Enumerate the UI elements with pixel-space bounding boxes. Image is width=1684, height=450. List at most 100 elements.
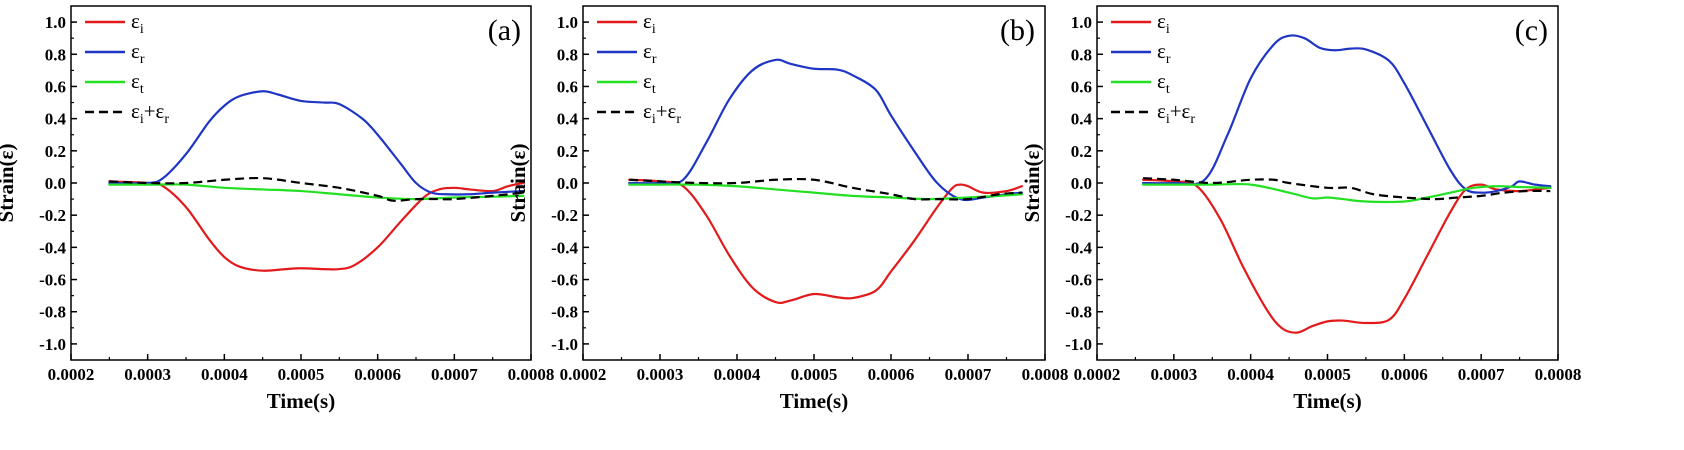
y-tick-label: 0.6 <box>557 77 578 96</box>
legend-label-base: ε <box>1157 99 1166 123</box>
legend-label: εi+εr <box>643 99 681 127</box>
legend-label-base: ε <box>131 69 140 93</box>
legend-label-base: ε <box>1157 69 1166 93</box>
y-tick-label: 0.6 <box>45 77 66 96</box>
y-tick-label: 0.8 <box>557 45 578 64</box>
x-axis-label: Time(s) <box>1293 389 1361 413</box>
panel-1: 0.0002 0.0003 0.0004 0.0005 0.0006 0.0007 0.00… <box>506 5 1069 413</box>
series-line-i <box>628 178 1023 305</box>
legend-label: εt <box>131 69 144 97</box>
x-tick-label: 0.0006 <box>354 365 401 384</box>
y-tick-label: -0.8 <box>1065 303 1092 322</box>
legend-label-base: ε <box>643 69 652 93</box>
legend-label-base-2: +ε <box>1170 99 1191 123</box>
x-axis-label: Time(s) <box>780 389 848 413</box>
y-tick-label: -0.4 <box>1065 238 1092 257</box>
legend-label: εi <box>1157 9 1170 37</box>
y-tick-label: -1.0 <box>1065 335 1092 354</box>
y-tick-label: 0.0 <box>557 174 578 193</box>
y-tick-label: -0.6 <box>1065 271 1092 290</box>
y-tick-label: 0.4 <box>557 110 579 129</box>
series-line-r <box>108 90 525 196</box>
legend-label-sub: r <box>140 52 145 67</box>
y-tick-label: -0.8 <box>551 303 578 322</box>
legend-label-sub-2: r <box>676 112 681 127</box>
y-tick-label: 0.0 <box>45 174 66 193</box>
series-group <box>1142 34 1552 334</box>
legend-label-base: ε <box>131 9 140 33</box>
panel-label: (c) <box>1515 14 1548 47</box>
legend-label-sub: i <box>1166 22 1170 37</box>
series-line-t <box>1142 182 1552 204</box>
y-tick-label: 0.2 <box>557 142 578 161</box>
y-tick-label: 0.4 <box>45 110 67 129</box>
y-tick-label: -0.8 <box>39 303 66 322</box>
legend-label-base: ε <box>643 99 652 123</box>
x-tick-label: 0.0006 <box>868 365 915 384</box>
y-tick-label: 0.8 <box>1071 45 1092 64</box>
panel-2: 0.0002 0.0003 0.0004 0.0005 0.0006 0.0007 0.00… <box>1020 5 1581 413</box>
legend-label-sub: t <box>652 82 656 97</box>
legend-label: εr <box>131 39 145 67</box>
y-tick-label: 1.0 <box>557 13 578 32</box>
x-tick-label: 0.0004 <box>201 365 248 384</box>
legend-label: εi <box>643 9 656 37</box>
x-tick-label: 0.0002 <box>48 365 95 384</box>
legend-label-sub: r <box>1166 52 1171 67</box>
y-tick-label: -0.4 <box>39 238 66 257</box>
x-tick-label: 0.0003 <box>124 365 171 384</box>
x-tick-label: 0.0004 <box>714 365 761 384</box>
x-tick-label: 0.0008 <box>508 365 555 384</box>
legend-label-base: ε <box>643 9 652 33</box>
legend-label: εi <box>131 9 144 37</box>
legend-label-sub: i <box>1166 112 1170 127</box>
x-tick-label: 0.0004 <box>1227 365 1274 384</box>
legend-label-sub: i <box>652 112 656 127</box>
legend-label-sub: t <box>140 82 144 97</box>
y-tick-label: -0.6 <box>39 271 66 290</box>
y-tick-label: -0.2 <box>551 206 578 225</box>
legend-label-base: ε <box>1157 39 1166 63</box>
y-tick-label: 1.0 <box>1071 13 1092 32</box>
y-tick-label: -0.6 <box>551 271 578 290</box>
y-tick-label: -1.0 <box>551 335 578 354</box>
legend-label: εt <box>643 69 656 97</box>
legend-label-base: ε <box>131 99 140 123</box>
legend-label-sub-2: r <box>1190 112 1195 127</box>
y-tick-label: -0.2 <box>1065 206 1092 225</box>
series-line-r <box>628 58 1023 202</box>
x-tick-label: 0.0007 <box>431 365 478 384</box>
series-line-r <box>1142 34 1552 194</box>
legend-label-base-2: +ε <box>656 99 677 123</box>
series-line-i <box>108 180 525 272</box>
y-tick-label: 0.2 <box>45 142 66 161</box>
y-tick-label: 0.2 <box>1071 142 1092 161</box>
legend-label-sub: i <box>652 22 656 37</box>
y-tick-label: -0.4 <box>551 238 578 257</box>
x-tick-label: 0.0008 <box>1022 365 1069 384</box>
panel-label: (a) <box>488 14 521 47</box>
x-tick-label: 0.0005 <box>278 365 325 384</box>
series-line-i-sum <box>1143 177 1551 201</box>
y-tick-label: 0.4 <box>1071 110 1093 129</box>
y-axis-label: Strain(ε) <box>0 144 18 223</box>
panel-label: (b) <box>1000 14 1035 47</box>
y-axis-label: Strain(ε) <box>506 144 530 223</box>
x-tick-label: 0.0002 <box>1074 365 1121 384</box>
legend-label-sub: t <box>1166 82 1170 97</box>
x-tick-label: 0.0003 <box>637 365 684 384</box>
x-tick-label: 0.0006 <box>1381 365 1428 384</box>
legend-label: εt <box>1157 69 1170 97</box>
legend-label: εi+εr <box>1157 99 1195 127</box>
legend-label-base-2: +ε <box>144 99 165 123</box>
y-tick-label: 0.8 <box>45 45 66 64</box>
panel-0: 0.0002 0.0003 0.0004 0.0005 0.0006 0.0007 0.00… <box>0 5 555 413</box>
series-line-t <box>108 183 525 201</box>
x-tick-label: 0.0003 <box>1150 365 1197 384</box>
series-group <box>628 58 1023 305</box>
series-line-t <box>628 183 1023 201</box>
series-line-i <box>1142 178 1552 334</box>
legend-label-sub-2: r <box>164 112 169 127</box>
x-axis-label: Time(s) <box>267 389 335 413</box>
